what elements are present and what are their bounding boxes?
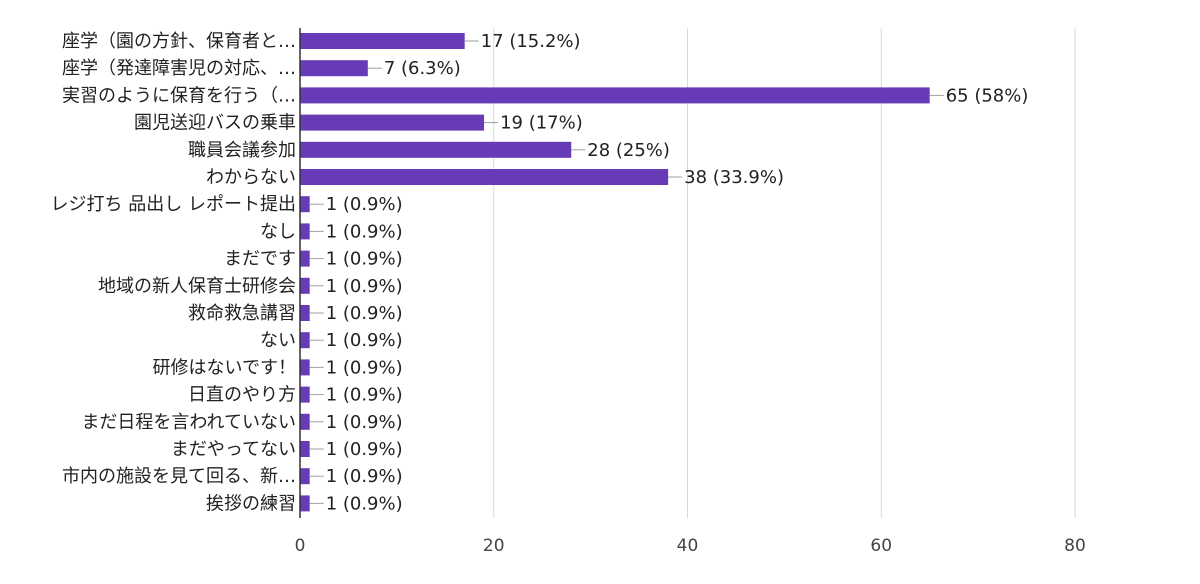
bar[interactable] xyxy=(300,468,310,485)
bar-value-label: 1 (0.9%) xyxy=(326,493,403,514)
bar[interactable] xyxy=(300,250,310,267)
category-label: 日直のやり方 xyxy=(188,385,296,406)
category-label: まだ日程を言われていない xyxy=(81,412,296,433)
bar-value-label: 1 (0.9%) xyxy=(326,439,403,460)
bar-value-label: 17 (15.2%) xyxy=(481,31,581,52)
bar-value-label: 1 (0.9%) xyxy=(326,412,403,433)
bar[interactable] xyxy=(300,359,310,376)
bar[interactable] xyxy=(300,141,572,158)
category-label: 職員会議参加 xyxy=(188,140,296,161)
category-label: レジ打ち 品出し レポート提出 xyxy=(51,194,296,215)
bar-value-label: 1 (0.9%) xyxy=(326,221,403,242)
x-tick-label: 40 xyxy=(677,536,699,556)
bar-value-label: 28 (25%) xyxy=(587,140,670,161)
category-label: 挨拶の練習 xyxy=(206,493,296,514)
category-label: 座学（園の方針、保育者と… xyxy=(62,31,296,52)
bar[interactable] xyxy=(300,495,310,512)
bar[interactable] xyxy=(300,277,310,294)
category-label: なし xyxy=(260,221,296,242)
bar-value-label: 1 (0.9%) xyxy=(326,276,403,297)
category-label: 救命救急講習 xyxy=(188,303,296,324)
bar-value-label: 1 (0.9%) xyxy=(326,385,403,406)
bar-value-label: 1 (0.9%) xyxy=(326,303,403,324)
bar-value-label: 1 (0.9%) xyxy=(326,249,403,270)
bar-value-label: 1 (0.9%) xyxy=(326,466,403,487)
bar-value-label: 19 (17%) xyxy=(500,113,583,134)
bar[interactable] xyxy=(300,169,669,185)
bar[interactable] xyxy=(300,386,310,403)
bar-value-label: 1 (0.9%) xyxy=(326,357,403,378)
category-label: まだです xyxy=(224,249,296,270)
bar[interactable] xyxy=(300,114,485,131)
bar-value-label: 1 (0.9%) xyxy=(326,194,403,215)
x-tick-label: 20 xyxy=(483,536,505,556)
bar-value-label: 7 (6.3%) xyxy=(384,58,461,79)
category-label: 実習のように保育を行う（… xyxy=(62,85,296,106)
bar[interactable] xyxy=(300,33,465,49)
bar[interactable] xyxy=(300,60,368,77)
category-label: 地域の新人保育士研修会 xyxy=(98,276,296,297)
bar-value-label: 38 (33.9%) xyxy=(684,167,784,188)
category-label: 市内の施設を見て回る、新… xyxy=(62,466,296,487)
x-tick-label: 0 xyxy=(295,536,306,556)
bar[interactable] xyxy=(300,196,310,213)
category-label: 園児送迎バスの乗車 xyxy=(134,113,296,134)
bar[interactable] xyxy=(300,305,310,321)
bar-value-label: 65 (58%) xyxy=(946,85,1029,106)
x-tick-label: 60 xyxy=(870,536,892,556)
bar[interactable] xyxy=(300,413,310,430)
category-label: わからない xyxy=(206,167,296,188)
bar[interactable] xyxy=(300,223,310,240)
bar[interactable] xyxy=(300,87,930,104)
category-label: 座学（発達障害児の対応、… xyxy=(62,58,296,79)
x-tick-label: 80 xyxy=(1064,536,1086,556)
bar[interactable] xyxy=(300,332,310,349)
bar-value-label: 1 (0.9%) xyxy=(326,330,403,351)
category-label: 研修はないです！ xyxy=(153,357,296,378)
category-label: ない xyxy=(260,330,296,351)
category-label: まだやってない xyxy=(171,439,296,460)
bar[interactable] xyxy=(300,441,310,457)
